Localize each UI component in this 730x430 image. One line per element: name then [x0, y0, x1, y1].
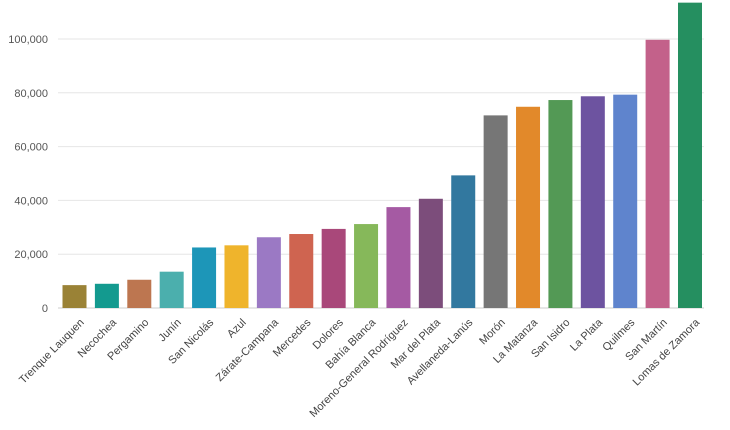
bar: [483, 115, 508, 309]
bar: [516, 106, 541, 308]
x-tick-label: La Plata: [568, 316, 606, 354]
bar: [613, 94, 638, 308]
bar: [321, 228, 346, 308]
bar: [451, 175, 476, 308]
x-tick-label: Morón: [477, 317, 508, 348]
y-tick-label: 0: [42, 303, 48, 315]
bar: [159, 271, 184, 308]
bar: [418, 198, 443, 308]
bar: [678, 2, 702, 308]
x-tick-label: Azul: [225, 317, 249, 341]
bar: [548, 100, 573, 308]
y-tick-label: 40,000: [14, 195, 48, 207]
y-tick-label: 60,000: [14, 142, 48, 154]
y-tick-label: 100,000: [8, 34, 48, 46]
x-tick-label: Junín: [156, 317, 184, 345]
bar: [62, 285, 87, 308]
gridlines: [58, 38, 704, 309]
bar: [256, 237, 281, 308]
bars: [62, 2, 702, 309]
bar: [354, 224, 379, 308]
bar: [127, 279, 152, 308]
bar: [386, 207, 411, 308]
y-tick-label: 20,000: [14, 249, 48, 261]
bar: [224, 245, 249, 308]
bar: [192, 247, 217, 308]
bar: [580, 96, 605, 308]
bar: [645, 39, 670, 309]
bar: [289, 234, 314, 308]
bar: [94, 283, 119, 308]
y-axis-ticks: 0 20,000 40,000 60,000 80,000 100,000: [8, 34, 48, 315]
y-tick-label: 80,000: [14, 88, 48, 100]
